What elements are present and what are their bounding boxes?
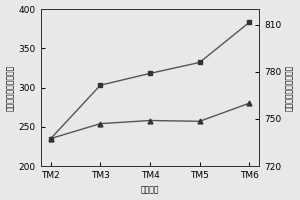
- Y-axis label: 比能量（瓦时每千克）: 比能量（瓦时每千克）: [285, 64, 294, 111]
- Y-axis label: 比容量（毫安时每克）: 比容量（毫安时每克）: [6, 64, 15, 111]
- X-axis label: 正极材料: 正极材料: [141, 185, 159, 194]
